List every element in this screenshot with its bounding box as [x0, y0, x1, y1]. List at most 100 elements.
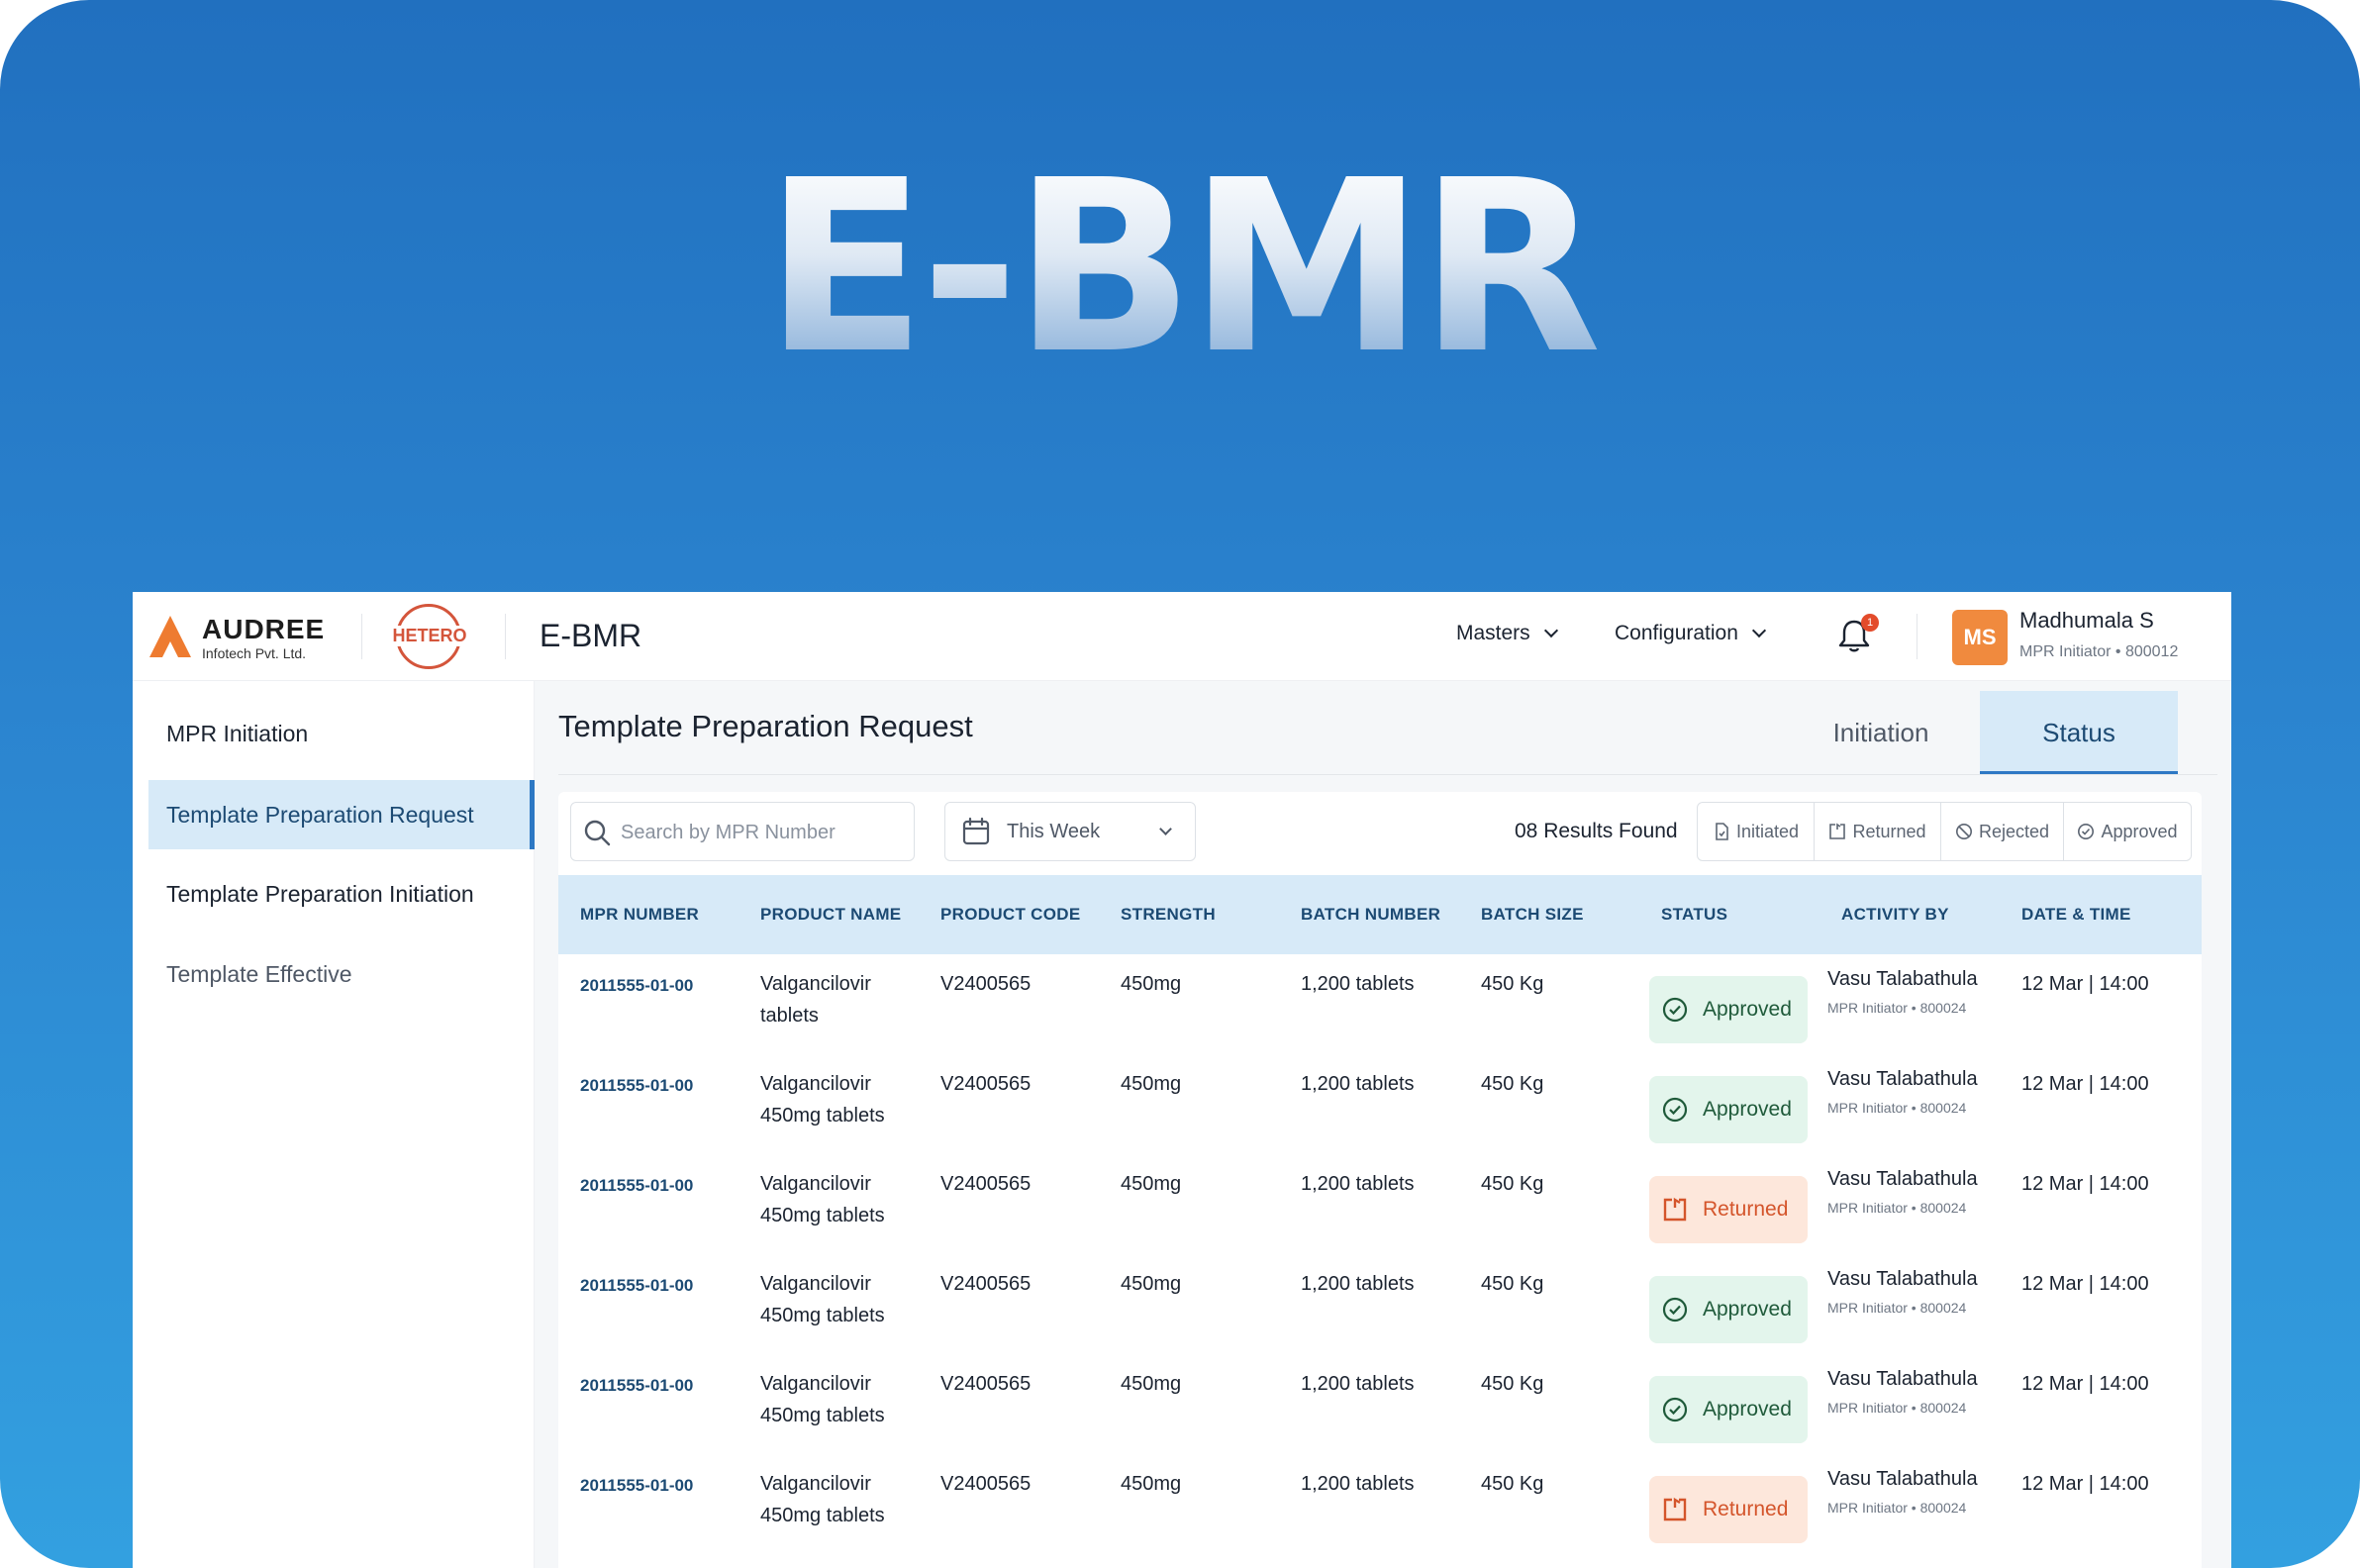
- status-badge: Approved: [1649, 1376, 1808, 1443]
- activity-by-name: Vasu Talabathula: [1827, 1168, 1978, 1190]
- status-badge: Returned: [1649, 1176, 1808, 1243]
- strength: 450mg: [1121, 1373, 1182, 1395]
- hetero-logo-text: HETERO: [390, 626, 469, 646]
- tab-bar: Initiation Status: [1782, 691, 2217, 774]
- col-date-time[interactable]: DATE & TIME: [2021, 905, 2131, 924]
- masters-menu-label: Masters: [1456, 622, 1530, 644]
- chevron-down-icon: [1543, 623, 1558, 638]
- app-window: AUDREE Infotech Pvt. Ltd. HETERO E-BMR M…: [133, 592, 2231, 1568]
- col-mpr-number[interactable]: MPR NUMBER: [580, 905, 700, 924]
- search-input[interactable]: [621, 815, 898, 850]
- masters-menu[interactable]: Masters: [1456, 622, 1558, 645]
- activity-by-name: Vasu Talabathula: [1827, 1468, 1978, 1490]
- date-filter-select[interactable]: This Week: [944, 802, 1196, 861]
- col-product-name[interactable]: PRODUCT NAME: [760, 905, 902, 924]
- product-name-line1: Valgancilovir: [760, 1273, 871, 1295]
- hero-title: E-BMR: [0, 148, 2360, 386]
- mpr-number-link[interactable]: 2011555-01-00: [580, 1476, 694, 1495]
- col-status[interactable]: STATUS: [1661, 905, 1728, 924]
- batch-size: 450 Kg: [1481, 973, 1544, 995]
- page-title: Template Preparation Request: [558, 709, 973, 743]
- status-label: Returned: [1703, 1198, 1789, 1221]
- col-batch-size[interactable]: BATCH SIZE: [1481, 905, 1584, 924]
- product-name-line2: 450mg tablets: [760, 1305, 885, 1326]
- tab-initiation[interactable]: Initiation: [1832, 718, 1929, 747]
- mpr-number-link[interactable]: 2011555-01-00: [580, 976, 694, 995]
- filter-rejected[interactable]: Rejected: [1941, 803, 2064, 860]
- check-circle-icon: [2078, 824, 2095, 839]
- product-code: V2400565: [940, 1473, 1032, 1495]
- filter-returned[interactable]: Returned: [1815, 803, 1941, 860]
- configuration-menu-label: Configuration: [1615, 622, 1738, 644]
- strength: 450mg: [1121, 973, 1182, 995]
- product-name-line2: 450mg tablets: [760, 1205, 885, 1226]
- col-activity-by[interactable]: ACTIVITY BY: [1841, 905, 1949, 924]
- main-content: Template Preparation Request Initiation …: [535, 681, 2231, 1568]
- product-name: Valgancilovir 450mg tablets: [760, 1468, 885, 1531]
- check-circle-icon: [1662, 997, 1688, 1023]
- results-label: Results Found: [1543, 820, 1678, 842]
- sidebar-item-template-preparation-initiation[interactable]: Template Preparation Initiation: [166, 881, 474, 907]
- sidebar-item-template-effective[interactable]: Template Effective: [166, 961, 352, 987]
- audree-logo[interactable]: AUDREE Infotech Pvt. Ltd.: [148, 614, 327, 661]
- search-box[interactable]: [570, 802, 915, 861]
- date-time: 12 Mar | 14:00: [2021, 1273, 2149, 1295]
- batch-size: 450 Kg: [1481, 1073, 1544, 1095]
- col-strength[interactable]: STRENGTH: [1121, 905, 1216, 924]
- check-circle-icon: [1662, 1397, 1688, 1422]
- table-row[interactable]: 2011555-01-00 Valgancilovir 450mg tablets V…: [558, 1356, 2202, 1456]
- strength: 450mg: [1121, 1473, 1182, 1495]
- status-badge: Approved: [1649, 1076, 1808, 1143]
- batch-number: 1,200 tablets: [1301, 1073, 1415, 1095]
- product-code: V2400565: [940, 1173, 1032, 1195]
- header-divider: [1917, 614, 1918, 659]
- batch-size: 450 Kg: [1481, 1373, 1544, 1395]
- table-row[interactable]: 2011555-01-00 Valgancilovir tablets V240056…: [558, 956, 2202, 1056]
- mpr-number-link[interactable]: 2011555-01-00: [580, 1276, 694, 1295]
- date-time: 12 Mar | 14:00: [2021, 1073, 2149, 1095]
- filter-rejected-label: Rejected: [1978, 821, 2050, 841]
- status-label: Approved: [1703, 1398, 1792, 1421]
- mpr-number-link[interactable]: 2011555-01-00: [580, 1076, 694, 1095]
- filter-approved[interactable]: Approved: [2064, 803, 2191, 860]
- mpr-number-link[interactable]: 2011555-01-00: [580, 1376, 694, 1395]
- sidebar-item-mpr-initiation[interactable]: MPR Initiation: [166, 721, 309, 746]
- batch-size: 450 Kg: [1481, 1473, 1544, 1495]
- product-code: V2400565: [940, 973, 1032, 995]
- sidebar: MPR Initiation Template Preparation Requ…: [133, 681, 535, 1568]
- status-label: Approved: [1703, 1098, 1792, 1121]
- table-row[interactable]: 2011555-01-00 Valgancilovir 450mg tablets V…: [558, 1056, 2202, 1156]
- date-time: 12 Mar | 14:00: [2021, 1473, 2149, 1495]
- col-product-code[interactable]: PRODUCT CODE: [940, 905, 1081, 924]
- batch-number: 1,200 tablets: [1301, 973, 1415, 995]
- check-circle-icon: [1662, 1097, 1688, 1123]
- check-circle-icon: [1662, 1297, 1688, 1323]
- status-label: Approved: [1703, 998, 1792, 1021]
- avatar[interactable]: MS: [1952, 610, 2008, 665]
- table-row[interactable]: 2011555-01-00 Valgancilovir 450mg tablets V…: [558, 1156, 2202, 1256]
- results-number: 08: [1515, 820, 1538, 842]
- filter-initiated[interactable]: Initiated: [1698, 803, 1815, 860]
- top-header: AUDREE Infotech Pvt. Ltd. HETERO E-BMR M…: [133, 592, 2231, 681]
- table-panel: This Week 08 Results Found Initiated Ret…: [558, 792, 2202, 1568]
- date-time: 12 Mar | 14:00: [2021, 973, 2149, 995]
- bell-icon[interactable]: [1837, 618, 1871, 653]
- ban-icon: [1955, 824, 1972, 839]
- mpr-number-link[interactable]: 2011555-01-00: [580, 1176, 694, 1195]
- company-subtitle: Infotech Pvt. Ltd.: [202, 645, 307, 661]
- sidebar-item-template-preparation-request[interactable]: Template Preparation Request: [148, 780, 535, 849]
- status-badge: Approved: [1649, 976, 1808, 1043]
- tab-status[interactable]: Status: [1980, 691, 2178, 774]
- batch-size: 450 Kg: [1481, 1273, 1544, 1295]
- product-name-line2: 450mg tablets: [760, 1405, 885, 1426]
- table-row[interactable]: 2011555-01-00 Valgancilovir 450mg tablets V…: [558, 1256, 2202, 1356]
- company-name: AUDREE: [202, 614, 326, 644]
- activity-by-role: MPR Initiator • 800024: [1827, 1100, 1967, 1116]
- audree-mark-icon: [149, 616, 191, 657]
- app-name: E-BMR: [540, 618, 642, 653]
- batch-number: 1,200 tablets: [1301, 1473, 1415, 1495]
- configuration-menu[interactable]: Configuration: [1615, 622, 1766, 645]
- col-batch-number[interactable]: BATCH NUMBER: [1301, 905, 1441, 924]
- table-row[interactable]: 2011555-01-00 Valgancilovir 450mg tablets V…: [558, 1456, 2202, 1556]
